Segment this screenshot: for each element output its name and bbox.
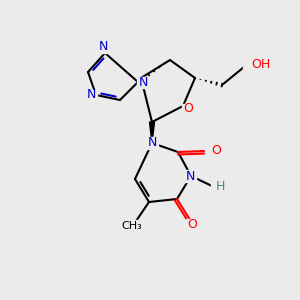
Bar <box>122 220 142 232</box>
Bar <box>243 58 261 70</box>
Text: O: O <box>211 145 221 158</box>
Polygon shape <box>149 122 154 143</box>
Bar <box>97 41 109 52</box>
Text: CH₃: CH₃ <box>122 221 142 231</box>
Bar <box>186 218 198 230</box>
Text: N: N <box>147 136 157 149</box>
Text: N: N <box>185 169 195 182</box>
Bar <box>211 181 225 191</box>
Text: H: H <box>216 179 225 193</box>
Bar <box>137 76 149 88</box>
Text: O: O <box>183 103 193 116</box>
Text: N: N <box>86 88 96 101</box>
Text: OH: OH <box>251 58 270 70</box>
Bar <box>182 103 194 115</box>
Bar <box>205 146 223 157</box>
Bar <box>184 170 196 182</box>
Text: O: O <box>187 218 197 230</box>
Text: N: N <box>138 76 148 88</box>
Text: N: N <box>98 40 108 53</box>
Bar <box>146 137 158 149</box>
Bar <box>85 89 97 100</box>
